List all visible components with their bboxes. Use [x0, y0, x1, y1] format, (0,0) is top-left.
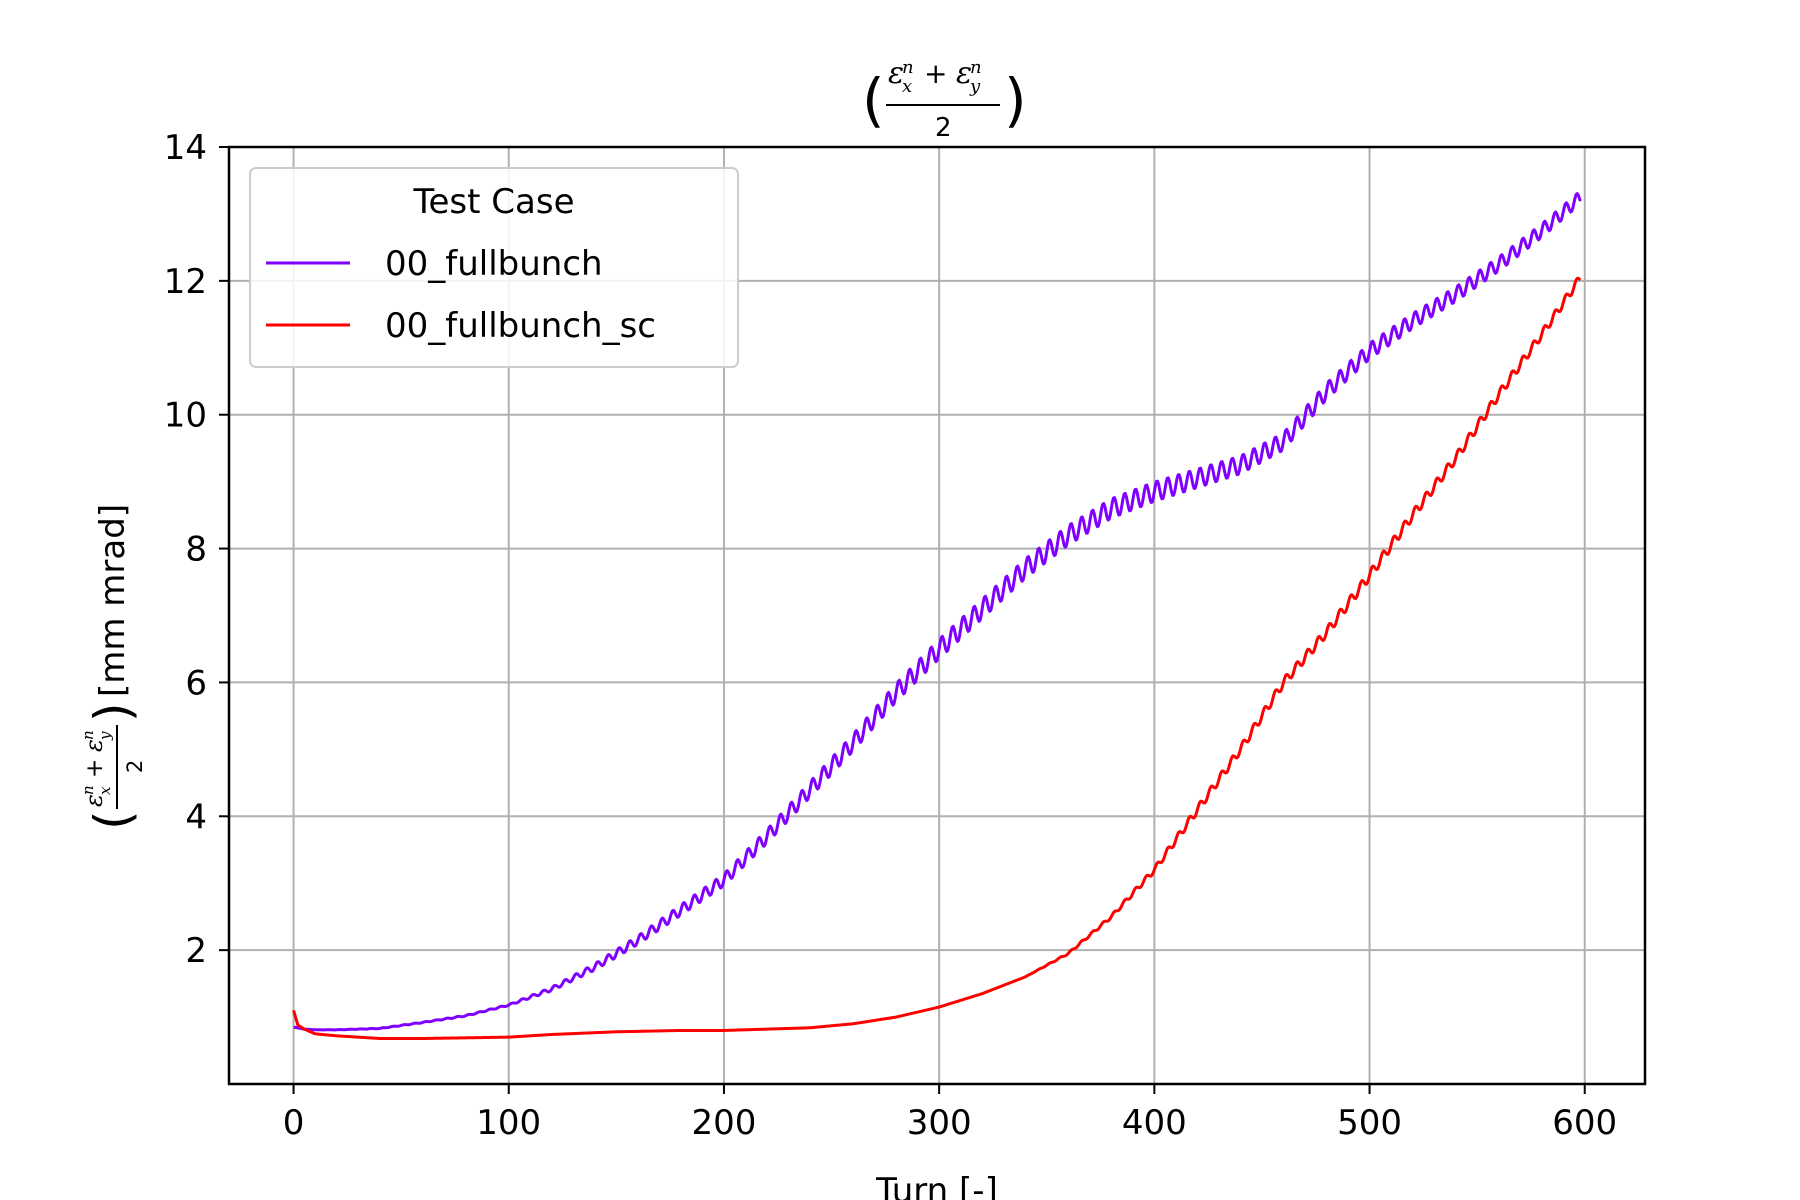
series-line-00-fullbunch-sc [292, 276, 1582, 1040]
ylabel-sup-n2: n [79, 730, 97, 740]
title-sup-n1: n [902, 57, 914, 78]
x-tick-label: 200 [692, 1103, 757, 1143]
ylabel-unit: [mm mrad] [93, 504, 133, 697]
y-tick-label: 8 [185, 530, 207, 570]
ylabel-sub-y: y [96, 731, 114, 741]
series-line-00-fullbunch [293, 192, 1582, 1032]
ylabel-right-paren: ) [84, 702, 142, 722]
title-eps-x: ε [888, 56, 904, 91]
y-tick-label: 2 [185, 931, 207, 971]
y-axis-label: ( ε n x + ε n y 2 ) [mm mrad] [79, 504, 147, 830]
title-right-paren: ) [1004, 66, 1027, 134]
title-denominator: 2 [935, 113, 952, 143]
x-tick-label: 0 [283, 1103, 305, 1143]
x-tick-label: 400 [1122, 1103, 1187, 1143]
y-tick-label: 14 [164, 128, 207, 168]
title-plus: + [924, 57, 947, 90]
ticks [219, 146, 1586, 1094]
x-tick-label: 100 [476, 1103, 541, 1143]
ylabel-sup-n1: n [79, 785, 97, 795]
ylabel-eps-y: ε [80, 739, 108, 752]
ylabel-plus: + [82, 759, 108, 778]
y-tick-label: 10 [164, 396, 207, 436]
plot-lines [292, 192, 1582, 1040]
ylabel-left-paren: ( [84, 810, 142, 830]
x-axis-label: Turn [-] [875, 1171, 998, 1200]
chart-title: ( ε n x + ε n y 2 ) [862, 56, 1027, 143]
title-sub-x: x [902, 76, 912, 97]
y-tick-label: 12 [164, 262, 207, 302]
legend-title: Test Case [413, 182, 575, 222]
legend-label-00-fullbunch: 00_fullbunch [385, 244, 603, 284]
title-left-paren: ( [862, 66, 885, 134]
x-tick-label: 300 [907, 1103, 972, 1143]
plot-frame [227, 145, 1647, 1086]
legend-label-00-fullbunch-sc: 00_fullbunch_sc [385, 306, 656, 346]
legend-box [249, 167, 739, 368]
y-tick-label: 6 [185, 663, 207, 703]
x-tick-label: 500 [1337, 1103, 1402, 1143]
ylabel-sub-x: x [96, 786, 114, 795]
title-eps-y: ε [956, 56, 972, 91]
legend: Test Case 00_fullbunch 00_fullbunch_sc [249, 167, 739, 368]
title-sup-n2: n [970, 57, 982, 78]
ylabel-eps-x: ε [80, 794, 108, 807]
x-tick-label: 600 [1552, 1103, 1617, 1143]
title-sub-y: y [969, 76, 981, 97]
y-tick-label: 4 [185, 797, 207, 837]
tick-labels: 0 100 200 300 400 500 600 2 4 6 8 10 12 14 [164, 128, 1617, 1143]
ylabel-denominator: 2 [123, 760, 147, 773]
